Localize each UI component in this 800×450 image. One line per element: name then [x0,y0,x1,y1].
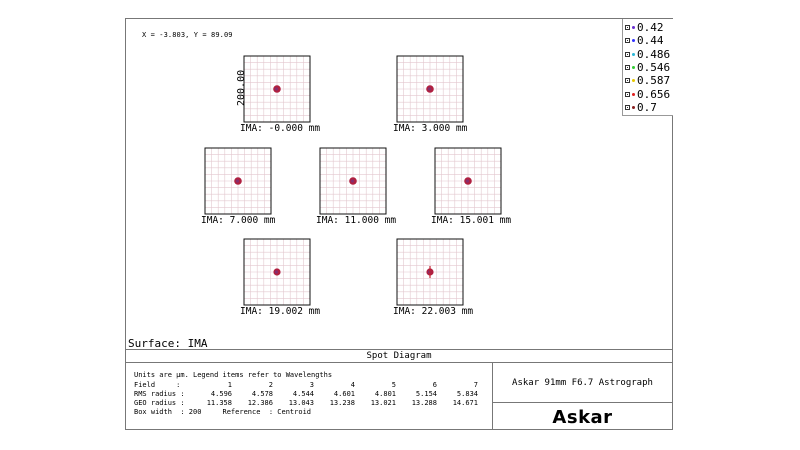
rms-value: 4.801 [374,390,396,398]
box-width-row: Box width : 200 Reference : Centroid [134,408,311,417]
legend-color-swatch [632,26,635,29]
geo-value: 14.671 [452,399,478,407]
legend-item[interactable]: 0.587 [625,74,670,87]
wavelength-legend: 0.42 0.44 0.486 0.546 0.587 0.656 0.7 [622,19,673,116]
legend-checkbox-icon[interactable] [625,25,630,30]
legend-item[interactable]: 0.546 [625,61,670,74]
units-note: Units are µm. Legend items refer to Wave… [134,371,333,379]
legend-label: 0.656 [637,87,671,101]
surface-label: Surface: IMA [128,337,208,350]
rms-value: 5.834 [456,390,478,398]
geo-value: 13.238 [329,399,355,407]
legend-label: 0.42 [637,21,664,34]
legend-checkbox-icon[interactable] [625,91,630,97]
geo-row: GEO radius : [134,399,185,408]
field-number: 1 [227,381,232,389]
legend-color-swatch [632,52,635,56]
side-box: Askar 91mm F6.7 Astrograph Askar [492,363,672,429]
spot-field-5: IMA: 15.001 mm [431,147,511,226]
field-label: IMA: 15.001 mm [431,215,511,226]
legend-label: 0.44 [637,34,664,48]
legend-checkbox-icon[interactable] [625,78,630,84]
spot-core-point [465,179,469,183]
spot-box-border [243,55,311,123]
legend-checkbox-icon[interactable] [625,38,630,44]
legend-checkbox-icon[interactable] [625,64,630,70]
legend-checkbox-icon[interactable] [625,104,630,110]
spot-field-6: IMA: 19.002 mm [240,238,320,317]
legend-label: 0.486 [637,47,671,61]
spot-core-point [235,179,239,183]
spot-diagram-frame: X = -3.803, Y = 89.09 IMA: -0.000 mm IMA:… [125,18,673,430]
field-number: 5 [391,381,396,389]
field-row-label: Field : [134,381,181,389]
field-label: IMA: -0.000 mm [240,123,320,134]
legend-item[interactable]: 0.656 [625,88,670,101]
legend-color-swatch [632,92,635,96]
legend-color-swatch [632,105,635,109]
rms-value: 4.578 [251,390,273,398]
field-label: IMA: 11.000 mm [316,215,396,226]
spot-box-border [204,147,272,215]
field-number: 3 [309,381,314,389]
field-row: Field : [134,381,180,390]
spot-field-2: IMA: 3.000 mm [393,55,468,134]
field-number: 7 [473,381,478,389]
geo-value: 11.358 [206,399,232,407]
spot-core-point [350,179,354,183]
legend-color-swatch [632,79,635,83]
spot-diagram-svg: IMA: -0.000 mm IMA: 3.000 mm IMA: 7.000 mm… [201,55,511,317]
box-width-line: Box width : 200 Reference : Centroid [134,408,312,416]
legend-label: 0.7 [637,100,657,114]
lens-name: Askar 91mm F6.7 Astrograph [493,363,672,403]
spot-box-border [434,147,502,215]
spot-field-3: IMA: 7.000 mm [201,147,276,226]
spot-box-border [396,55,464,123]
field-label: IMA: 3.000 mm [393,123,468,134]
chart-title: Spot Diagram [126,349,672,363]
plot-area: X = -3.803, Y = 89.09 IMA: -0.000 mm IMA:… [126,19,673,350]
legend-item[interactable]: 0.7 [625,101,657,114]
field-number: 2 [268,381,273,389]
rms-value: 4.601 [333,390,355,398]
legend-color-swatch [632,39,635,43]
field-number: 6 [432,381,437,389]
geo-value: 13.021 [370,399,396,407]
field-label: IMA: 19.002 mm [240,306,320,317]
spot-box-border [319,147,387,215]
scale-label: 200.00 [236,70,247,106]
coordinate-readout: X = -3.803, Y = 89.09 [142,31,233,39]
spot-field-1: IMA: -0.000 mm [240,55,320,134]
spot-core-point [274,87,278,91]
rms-value: 4.544 [292,390,314,398]
geo-row-label: GEO radius : [134,399,185,407]
geo-value: 12.386 [247,399,273,407]
info-box: Units are µm. Legend items refer to Wave… [126,363,492,429]
field-label: IMA: 7.000 mm [201,215,276,226]
spot-field-4: IMA: 11.000 mm [316,147,396,226]
rms-value: 5.154 [415,390,437,398]
spot-core-point [274,270,278,274]
legend-checkbox-icon[interactable] [625,51,630,57]
legend-color-swatch [632,65,635,69]
brand-logo: Askar [552,407,613,428]
spot-core-point [427,87,431,91]
geo-value: 13.288 [411,399,437,407]
spot-box-border [396,238,464,306]
legend-item[interactable]: 0.486 [625,48,670,61]
rms-value: 4.596 [210,390,232,398]
field-label: IMA: 22.003 mm [393,306,473,317]
legend-label: 0.587 [637,74,671,88]
rms-row-label: RMS radius : [134,390,185,398]
legend-item[interactable]: 0.42 [625,21,664,34]
spot-box-border [243,238,311,306]
field-number: 4 [350,381,355,389]
geo-value: 13.043 [288,399,314,407]
rms-row: RMS radius : [134,390,185,399]
spot-field-7: IMA: 22.003 mm [393,238,473,317]
legend-label: 0.546 [637,60,671,74]
legend-item[interactable]: 0.44 [625,34,664,47]
